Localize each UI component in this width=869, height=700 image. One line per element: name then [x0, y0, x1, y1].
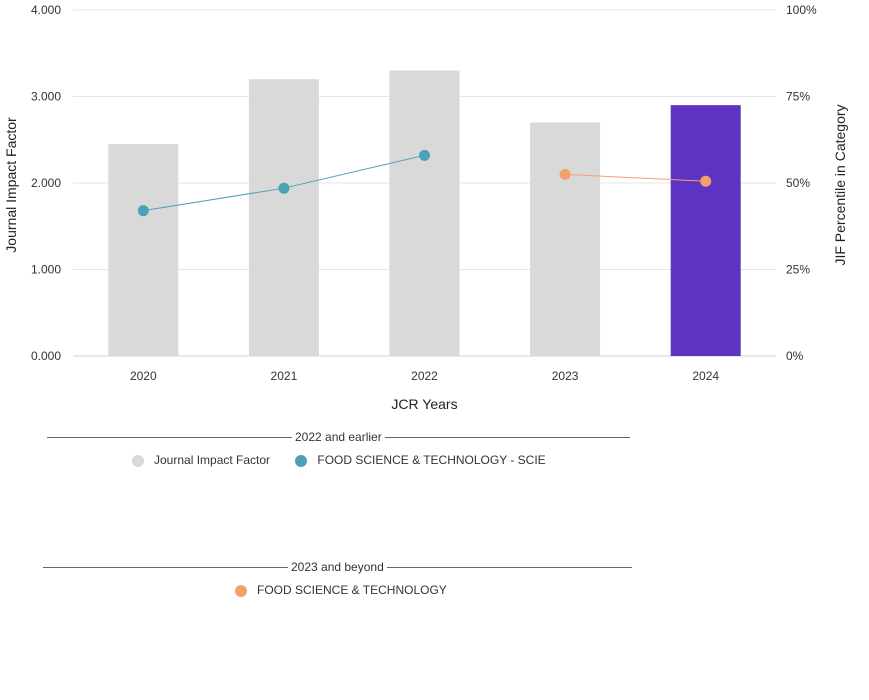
x-tick-label: 2021 [271, 369, 298, 383]
legend-dot-teal-icon [295, 454, 308, 467]
legend-group2-header: 2023 and beyond [40, 560, 635, 574]
legend-item-food-sci[interactable]: FOOD SCIENCE & TECHNOLOGY [235, 583, 447, 597]
legend-group1-title: 2022 and earlier [295, 430, 382, 444]
legend-item-jif[interactable]: Journal Impact Factor [132, 453, 270, 467]
legend-group1-items: Journal Impact Factor FOOD SCIENCE & TEC… [132, 453, 568, 467]
legend-divider [384, 437, 630, 439]
legend-label: Journal Impact Factor [154, 453, 271, 467]
y2-tick-label: 25% [786, 263, 810, 277]
y2-tick-label: 50% [786, 176, 810, 190]
bar-2022 [389, 70, 460, 357]
y-tick-label: 1.000 [31, 263, 61, 277]
y2-tick-label: 0% [786, 349, 804, 363]
y2-tick-label: 100% [786, 3, 817, 17]
legend-label: FOOD SCIENCE & TECHNOLOGY - SCIE [317, 453, 546, 467]
y-tick-label: 2.000 [31, 176, 61, 190]
legend-group2-title: 2023 and beyond [291, 560, 384, 574]
bar-2020 [108, 144, 179, 356]
series-line-1 [565, 173, 706, 182]
x-tick-label: 2023 [552, 369, 579, 383]
legend-dot-orange-icon [235, 584, 247, 597]
series-point-2022 [419, 149, 430, 161]
x-tick-label: 2022 [411, 369, 438, 383]
x-tick-label: 2020 [130, 369, 157, 383]
legend-group1-header: 2022 and earlier [44, 430, 633, 444]
y-axis-title: Journal Impact Factor [3, 117, 19, 253]
x-tick-label: 2024 [692, 369, 719, 383]
legend-divider [386, 567, 632, 569]
legend-group2-items: FOOD SCIENCE & TECHNOLOGY [235, 583, 469, 597]
legend-item-food-sci-scie[interactable]: FOOD SCIENCE & TECHNOLOGY - SCIE [295, 453, 546, 467]
y-tick-label: 0.000 [31, 349, 61, 363]
bar-2024 [670, 105, 741, 357]
series-point-2023 [559, 168, 571, 180]
x-axis-title: JCR Years [391, 396, 457, 412]
y-tick-label: 3.000 [31, 90, 61, 104]
y2-tick-label: 75% [786, 90, 810, 104]
series-point-2024 [700, 175, 712, 187]
legend-divider [47, 437, 292, 439]
y2-axis-title: JIF Percentile in Category [832, 104, 848, 265]
bar-2023 [530, 122, 601, 356]
legend-dot-gray-icon [132, 454, 144, 467]
bar-2021 [248, 79, 319, 356]
legend-label: FOOD SCIENCE & TECHNOLOGY [257, 583, 447, 597]
jif-chart: 0.000 1.000 2.000 3.000 4.000 0% 25% 50% 75% 100%… [3, 3, 848, 412]
y-tick-label: 4.000 [31, 3, 61, 17]
series-point-2021 [278, 182, 290, 194]
legend-divider [43, 567, 288, 569]
series-point-2020 [137, 205, 149, 217]
